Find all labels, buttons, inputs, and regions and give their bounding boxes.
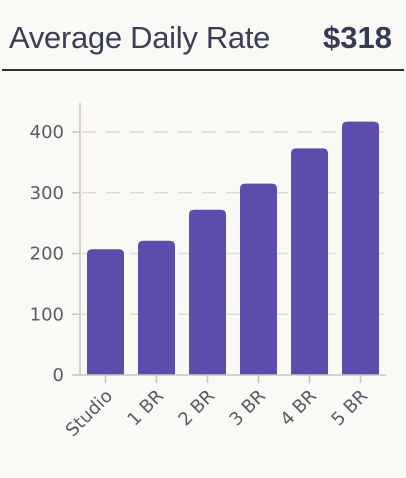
y-tick-label: 200 (30, 244, 64, 265)
x-tick-label: 5 BR (327, 386, 372, 431)
y-tick-label: 0 (53, 365, 64, 386)
y-axis: 0 100 200 300 400 (30, 103, 81, 386)
bars (87, 121, 379, 375)
bar-5-br (342, 121, 379, 375)
header-divider (2, 69, 404, 71)
y-tick-label: 300 (30, 183, 64, 204)
y-tick-label: 400 (30, 122, 64, 143)
bar-studio (87, 249, 124, 375)
headline-value: $318 (323, 20, 392, 55)
chart-title: Average Daily Rate (9, 20, 271, 55)
x-tick-label: 2 BR (174, 386, 219, 431)
card-header: Average Daily Rate $318 (0, 0, 406, 71)
x-tick-label: 1 BR (123, 386, 168, 431)
bar-3-br (240, 183, 277, 375)
bar-4-br (291, 148, 328, 375)
x-tick-label: 4 BR (276, 386, 321, 431)
bar-2-br (189, 209, 226, 375)
bar-1-br (138, 240, 175, 375)
y-tick-label: 100 (30, 304, 64, 325)
x-tick-label: Studio (62, 386, 117, 441)
x-tick-label: 3 BR (225, 386, 270, 431)
grid-lines (82, 131, 386, 315)
x-axis: Studio 1 BR 2 BR 3 BR 4 BR 5 BR (62, 374, 386, 441)
